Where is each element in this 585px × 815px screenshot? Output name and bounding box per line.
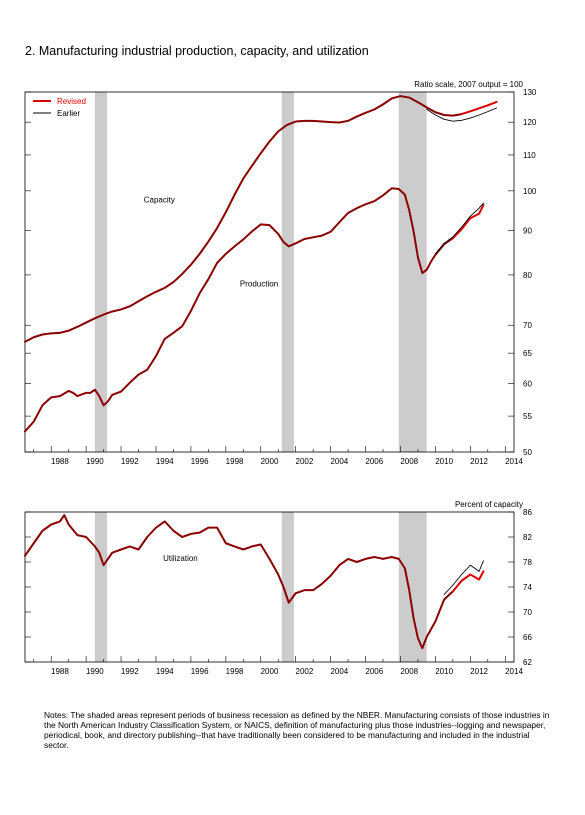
x-tick-label: 2000 bbox=[261, 667, 279, 676]
x-tick-label: 1994 bbox=[156, 457, 174, 466]
recession-band bbox=[281, 92, 294, 452]
legend: Revised Earlier bbox=[33, 97, 86, 118]
x-tick-label: 1998 bbox=[226, 457, 244, 466]
x-tick-label: 2008 bbox=[400, 667, 418, 676]
x-tick-label: 2004 bbox=[330, 457, 348, 466]
x-tick-label: 2010 bbox=[435, 457, 453, 466]
series-annotation: Capacity bbox=[144, 195, 175, 204]
recession-band bbox=[398, 512, 427, 662]
x-tick-label: 1996 bbox=[191, 457, 209, 466]
x-tick-label: 1988 bbox=[51, 457, 69, 466]
x-tick-label: 2012 bbox=[470, 667, 488, 676]
x-tick-label: 2014 bbox=[505, 667, 523, 676]
y-axis-label: Ratio scale, 2007 output = 100 bbox=[414, 80, 523, 89]
y-tick-label: 62 bbox=[523, 658, 532, 667]
series-line bbox=[24, 187, 454, 433]
x-tick-label: 2002 bbox=[296, 457, 314, 466]
x-tick-label: 2004 bbox=[330, 667, 348, 676]
y-tick-label: 70 bbox=[523, 321, 532, 330]
notes-text: Notes: The shaded areas represent period… bbox=[44, 710, 550, 750]
y-tick-label: 120 bbox=[523, 118, 537, 127]
y-tick-label: 90 bbox=[523, 227, 532, 236]
y-tick-label: 78 bbox=[523, 558, 532, 567]
y-tick-label: 100 bbox=[523, 187, 537, 196]
y-tick-label: 50 bbox=[523, 448, 532, 457]
y-tick-label: 74 bbox=[523, 583, 532, 592]
y-tick-label: 130 bbox=[523, 88, 537, 97]
x-tick-label: 2012 bbox=[470, 457, 488, 466]
x-tick-label: 1992 bbox=[121, 667, 139, 676]
series-line bbox=[434, 202, 484, 255]
y-tick-label: 82 bbox=[523, 533, 532, 542]
recession-band bbox=[94, 512, 108, 662]
page-title: 2. Manufacturing industrial production, … bbox=[25, 44, 369, 58]
x-tick-label: 2000 bbox=[261, 457, 279, 466]
x-tick-label: 1988 bbox=[51, 667, 69, 676]
production-capacity-chart: 1988 1990 1992 1994 1996 1998 2000 2002 2004 2006… bbox=[24, 80, 537, 466]
y-tick-label: 86 bbox=[523, 508, 532, 517]
series-line bbox=[451, 570, 485, 593]
utilization-chart: 1988 1990 1992 1994 1996 1998 2000 2002 2004 2006… bbox=[24, 500, 532, 676]
series-annotation: Production bbox=[240, 279, 278, 288]
y-tick-label: 70 bbox=[523, 608, 532, 617]
x-tick-label: 2006 bbox=[365, 457, 383, 466]
x-tick-label: 2008 bbox=[400, 457, 418, 466]
y-tick-label: 80 bbox=[523, 271, 532, 280]
recession-band bbox=[94, 92, 108, 452]
legend-label: Revised bbox=[57, 97, 86, 106]
y-tick-label: 65 bbox=[523, 349, 532, 358]
x-tick-label: 2014 bbox=[505, 457, 523, 466]
y-tick-label: 110 bbox=[523, 151, 536, 160]
x-tick-label: 1996 bbox=[191, 667, 209, 676]
series-annotation: Utilization bbox=[163, 554, 198, 563]
x-tick-label: 1992 bbox=[121, 457, 139, 466]
x-tick-label: 1998 bbox=[226, 667, 244, 676]
y-tick-label: 55 bbox=[523, 412, 532, 421]
x-tick-label: 1990 bbox=[86, 667, 104, 676]
x-tick-label: 2002 bbox=[296, 667, 314, 676]
plot-frame bbox=[24, 91, 515, 453]
series-line bbox=[426, 107, 497, 122]
x-tick-label: 2010 bbox=[435, 667, 453, 676]
y-tick-label: 66 bbox=[523, 633, 532, 642]
x-tick-label: 2006 bbox=[365, 667, 383, 676]
series-line bbox=[24, 514, 454, 650]
series-line bbox=[443, 560, 484, 595]
legend-label: Earlier bbox=[57, 109, 80, 118]
y-tick-label: 60 bbox=[523, 379, 532, 388]
x-tick-label: 1994 bbox=[156, 667, 174, 676]
series-line bbox=[24, 95, 463, 343]
series-line bbox=[451, 204, 485, 240]
recession-band bbox=[281, 512, 294, 662]
x-tick-label: 1990 bbox=[86, 457, 104, 466]
y-axis-label: Percent of capacity bbox=[455, 500, 523, 509]
series-line bbox=[460, 100, 498, 116]
